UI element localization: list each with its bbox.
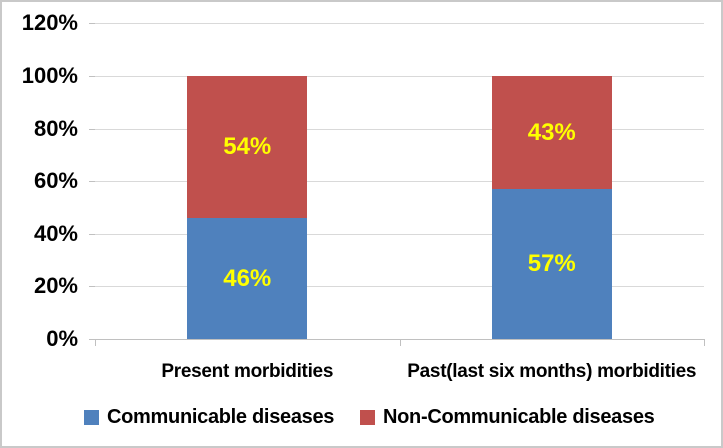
bar-data-label: 43% [527,118,576,146]
x-tick-mark [95,339,96,346]
y-tick-mark [89,181,95,183]
y-tick-mark [89,233,95,235]
x-tick-mark [399,339,401,346]
x-tick-mark [704,339,705,346]
y-tick-label: 40% [33,220,78,246]
bar-data-label: 54% [223,133,272,160]
y-tick-label: 20% [33,273,78,299]
x-axis-category-label: Past(last six months) morbidities [407,361,697,382]
y-tick-label: 120% [21,10,78,36]
legend-swatch-icon [360,409,375,425]
x-axis-category-label: Present morbidities [161,361,334,382]
gridline [95,233,704,235]
y-tick-label: 60% [33,168,78,194]
legend-label: Non-Communicable diseases [383,405,655,428]
bar-segment-communicable-diseases [491,189,612,339]
legend-item: Communicable diseases [84,404,334,430]
gridline [95,76,704,77]
y-tick-label: 0% [46,326,78,351]
y-tick-mark [89,76,95,77]
gridline [95,181,704,183]
bar-segment-non-communicable-diseases [187,76,308,219]
bar-segment-non-communicable-diseases [491,76,612,190]
legend-item: Non-Communicable diseases [360,404,655,430]
gridline [95,23,704,25]
legend-swatch-icon [84,409,99,425]
gridline [95,128,704,130]
y-tick-mark [89,339,95,340]
y-tick-label: 100% [21,63,78,88]
y-tick-mark [89,128,95,130]
bar-data-label: 57% [527,250,576,278]
y-tick-label: 80% [33,115,78,141]
gridline [95,286,704,288]
y-tick-mark [89,23,95,25]
bar-data-label: 46% [223,264,272,292]
legend-label: Communicable diseases [107,405,335,428]
y-tick-mark [89,286,95,288]
bar-segment-communicable-diseases [187,218,308,339]
